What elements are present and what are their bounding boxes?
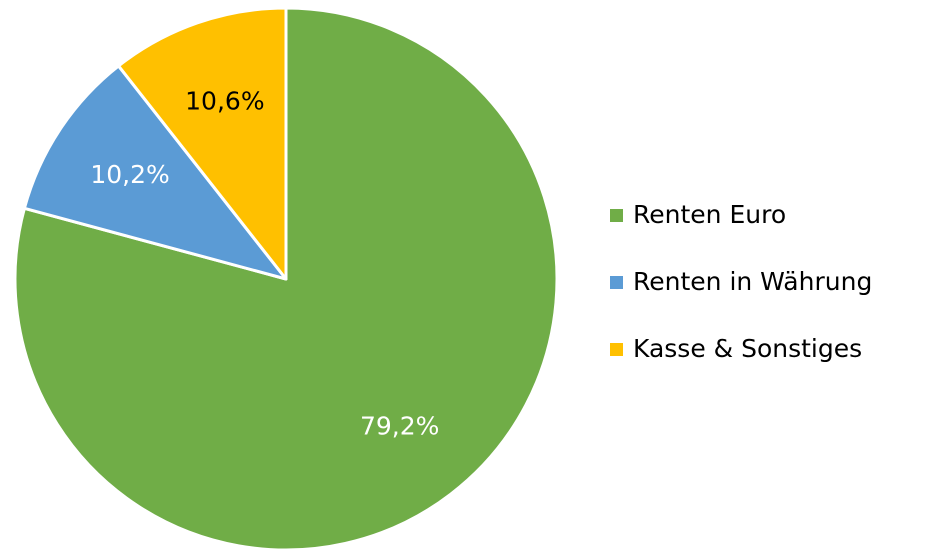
legend-label: Renten Euro [633,200,786,229]
legend-swatch [610,343,623,356]
legend-label: Renten in Währung [633,267,872,296]
legend-swatch [610,276,623,289]
legend-swatch [610,209,623,222]
value-label: 10,6% [185,86,264,115]
pie-slice [117,6,288,281]
pie-slice [22,64,288,281]
legend-label: Kasse & Sonstiges [633,334,862,363]
value-label: 10,2% [90,160,169,189]
value-label: 79,2% [360,411,439,440]
